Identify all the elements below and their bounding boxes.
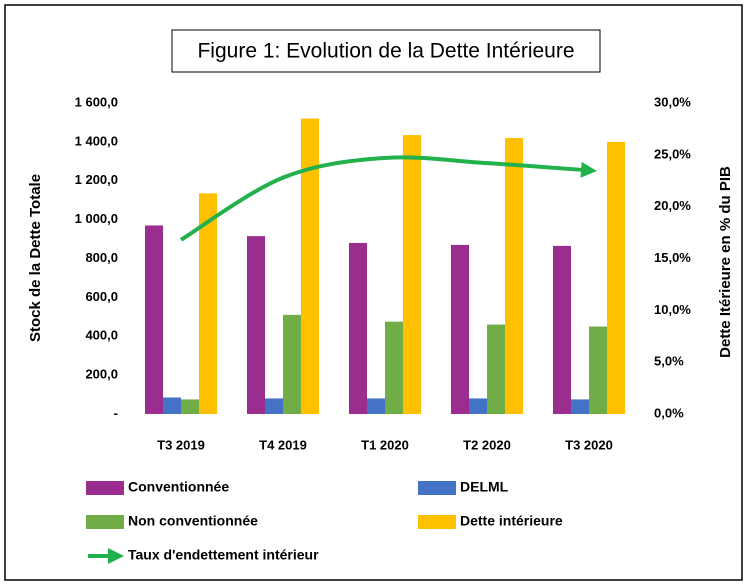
y-tick-label: 800,0 <box>85 250 118 265</box>
bar <box>451 244 469 414</box>
bar <box>367 398 385 414</box>
y2-tick-label: 30,0% <box>654 94 691 109</box>
bar <box>145 225 163 414</box>
bar <box>403 135 421 414</box>
y2-tick-label: 20,0% <box>654 198 691 213</box>
y2-tick-label: 15,0% <box>654 250 691 265</box>
legend-label: Dette intérieure <box>460 513 563 529</box>
bar <box>349 242 367 414</box>
y2-tick-label: 10,0% <box>654 302 691 317</box>
y2-axis-title: Dette Itérieure en % du PIB <box>717 166 734 358</box>
y-tick-label: 1 000,0 <box>75 211 118 226</box>
y-tick-label: 1 200,0 <box>75 172 118 187</box>
line <box>179 155 597 242</box>
y-axis-title: Stock de la Dette Totale <box>27 174 44 342</box>
legend-label: Conventionnée <box>128 479 229 495</box>
y-tick-label: - <box>114 405 118 420</box>
bar <box>283 314 301 414</box>
legend-label: Non conventionnée <box>128 513 258 529</box>
x-tick-label: T4 2019 <box>259 437 307 452</box>
y-tick-label: 1 400,0 <box>75 133 118 148</box>
y-tick-label: 1 600,0 <box>75 94 118 109</box>
bar <box>265 398 283 414</box>
bar <box>589 326 607 414</box>
bar <box>607 141 625 414</box>
x-tick-label: T1 2020 <box>361 437 409 452</box>
bar <box>181 399 199 414</box>
x-tick-label: T3 2020 <box>565 437 613 452</box>
bar <box>571 399 589 414</box>
y-tick-label: 200,0 <box>85 367 118 382</box>
legend-swatch <box>418 515 456 529</box>
y2-tick-label: 5,0% <box>654 354 684 369</box>
y-tick-label: 600,0 <box>85 289 118 304</box>
bar <box>199 193 217 414</box>
x-tick-label: T2 2020 <box>463 437 511 452</box>
y2-tick-label: 25,0% <box>654 146 691 161</box>
y2-tick-label: 0,0% <box>654 405 684 420</box>
legend-swatch <box>86 515 124 529</box>
bar <box>247 236 265 414</box>
legend-swatch <box>86 481 124 495</box>
bar <box>553 245 571 414</box>
bar <box>385 321 403 414</box>
title-box <box>171 29 601 73</box>
legend-swatch <box>418 481 456 495</box>
chart-title: Figure 1: Evolution de la Dette Intérieu… <box>197 40 574 63</box>
bar <box>163 397 181 414</box>
y-tick-label: 400,0 <box>85 328 118 343</box>
legend-label: Taux d'endettement intérieur <box>128 547 319 563</box>
bar <box>505 137 523 415</box>
x-tick-label: T3 2019 <box>157 437 205 452</box>
legend-label: DELML <box>460 479 509 495</box>
bar <box>487 324 505 414</box>
bar <box>469 398 487 414</box>
bar <box>301 118 319 415</box>
